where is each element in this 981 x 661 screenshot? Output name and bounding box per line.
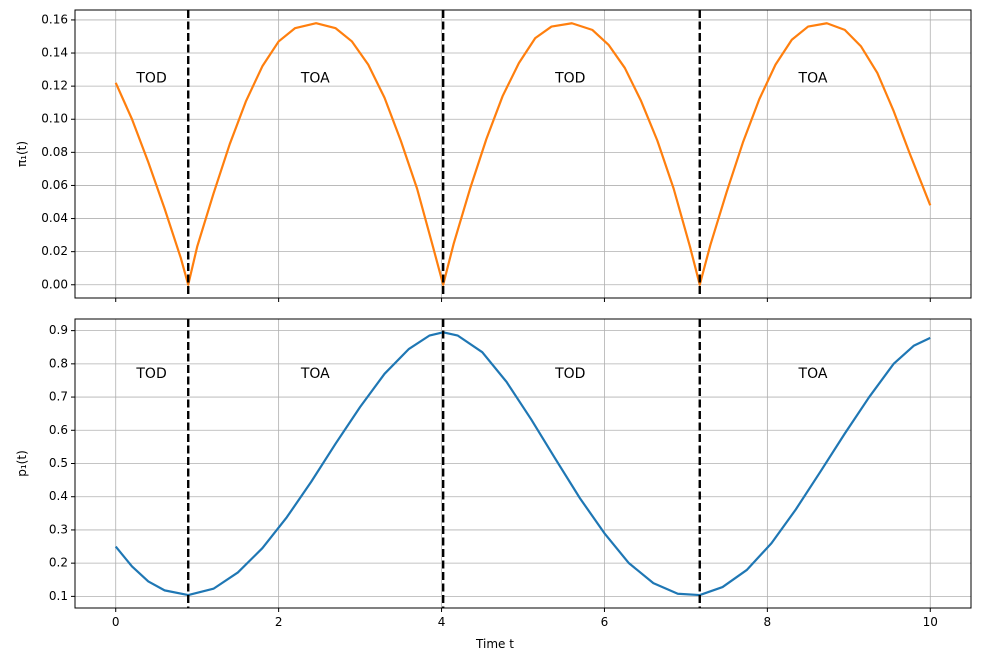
top-region-label-3: TOA xyxy=(798,71,828,87)
top-ytick-label-3: 0.06 xyxy=(41,178,68,192)
bottom-region-label-3: TOA xyxy=(798,366,828,382)
top-region-label-2: TOD xyxy=(554,71,585,87)
bottom-xtick-label-2: 4 xyxy=(438,615,446,629)
bottom-series-line xyxy=(114,331,931,597)
bottom-ytick-label-0: 0.1 xyxy=(49,589,68,603)
top-axes-frame xyxy=(74,9,972,299)
top-ytick-label-4: 0.08 xyxy=(41,145,68,159)
bottom-region-label-2: TOD xyxy=(554,366,585,382)
bottom-ytick-label-4: 0.5 xyxy=(49,456,68,470)
bottom-ytick-label-3: 0.4 xyxy=(49,489,68,503)
bottom-region-label-0: TOD xyxy=(135,366,166,382)
bottom-ytick-label-1: 0.2 xyxy=(49,556,68,570)
bottom-chart-panel: TOD TOA TOD TOA 0 2 4 6 8 10 0.1 0.2 0.3 0.4 0.5 0.6 0.7… xyxy=(15,318,972,651)
bottom-ytick-label-8: 0.9 xyxy=(49,323,68,337)
top-ytick-label-0: 0.00 xyxy=(41,277,68,291)
bottom-xtick-label-3: 6 xyxy=(601,615,609,629)
bottom-ytick-label-7: 0.8 xyxy=(49,356,68,370)
bottom-xtick-label-1: 2 xyxy=(275,615,283,629)
bottom-y-axis-label: p₁(t) xyxy=(15,450,29,477)
top-ytick-label-2: 0.04 xyxy=(41,211,68,225)
top-y-axis-label: π₁(t) xyxy=(15,141,29,167)
top-ytick-label-7: 0.14 xyxy=(41,46,68,60)
bottom-ytick-label-6: 0.7 xyxy=(49,390,68,404)
top-series-line xyxy=(114,22,932,286)
top-region-label-1: TOA xyxy=(300,71,330,87)
bottom-xtick-label-0: 0 xyxy=(112,615,120,629)
bottom-xtick-label-5: 10 xyxy=(923,615,938,629)
top-ytick-label-6: 0.12 xyxy=(41,79,68,93)
bottom-ytick-label-5: 0.6 xyxy=(49,423,68,437)
bottom-region-label-1: TOA xyxy=(300,366,330,382)
top-ytick-label-1: 0.02 xyxy=(41,244,68,258)
bottom-x-axis-label: Time t xyxy=(475,637,514,651)
top-region-label-0: TOD xyxy=(135,71,166,87)
bottom-ytick-label-2: 0.3 xyxy=(49,522,68,536)
top-ytick-label-5: 0.10 xyxy=(41,112,68,126)
bottom-xtick-label-4: 8 xyxy=(764,615,772,629)
top-ytick-label-8: 0.16 xyxy=(41,12,68,26)
top-chart-panel: TOD TOA TOD TOA 0.00 0.02 0.04 0.06 0.08 0.10 0.12… xyxy=(15,9,972,302)
